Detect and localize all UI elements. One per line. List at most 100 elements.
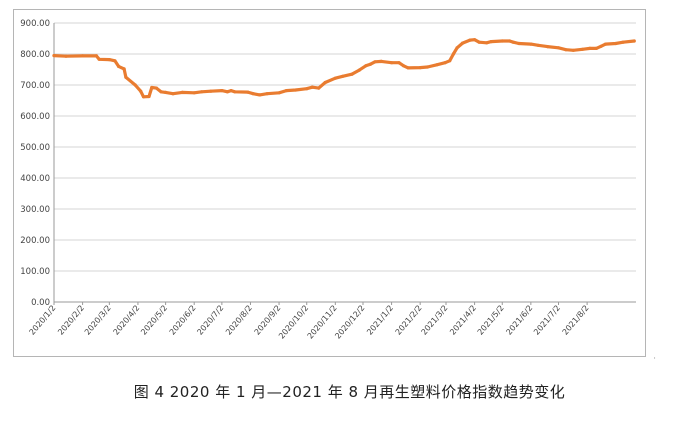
data-point — [529, 42, 533, 46]
data-point — [379, 59, 383, 64]
data-point — [357, 68, 361, 72]
data-point — [468, 38, 472, 42]
x-tick-label: 2021/5/2 — [476, 304, 506, 337]
data-point — [341, 74, 345, 78]
y-tick-label: 600.00 — [20, 112, 50, 122]
data-point — [107, 58, 111, 62]
x-tick-label: 2020/8/2 — [224, 304, 254, 337]
data-point — [294, 88, 298, 92]
data-point — [147, 94, 151, 99]
data-point — [594, 46, 598, 51]
data-point — [614, 41, 618, 46]
y-tick-label: 700.00 — [20, 81, 50, 91]
data-point — [52, 54, 56, 58]
data-point — [209, 89, 213, 93]
data-point — [97, 57, 101, 61]
resize-grip-icon: ⠂ — [653, 355, 659, 363]
data-point — [284, 89, 288, 93]
x-tick-label: 2020/6/2 — [168, 304, 198, 337]
data-point — [489, 40, 493, 44]
data-point — [536, 43, 540, 47]
y-tick-label: 500.00 — [20, 143, 50, 153]
data-point — [556, 46, 561, 50]
data-point — [117, 64, 121, 68]
y-tick-label: 200.00 — [20, 236, 50, 246]
data-point — [233, 90, 237, 94]
data-point — [350, 72, 354, 76]
data-point — [406, 66, 410, 70]
data-point — [159, 90, 163, 94]
data-point — [94, 54, 98, 58]
data-point — [402, 64, 406, 68]
data-point — [258, 93, 262, 97]
data-point — [229, 89, 233, 93]
data-point — [180, 90, 184, 94]
y-tick-label: 0.00 — [31, 298, 50, 308]
data-point — [473, 38, 477, 42]
data-point — [580, 47, 585, 51]
data-point — [448, 59, 452, 63]
x-tick-label: 2021/4/2 — [448, 304, 478, 337]
x-tick-label: 2020/4/2 — [111, 304, 141, 337]
data-point — [305, 87, 309, 91]
x-tick-label: 2020/2/2 — [56, 304, 86, 337]
x-tick-label: 2021/3/2 — [420, 304, 450, 337]
chart-frame: 0.00 100.00 200.00 300.00 400.00 500.00 600.00… — [13, 9, 658, 363]
data-point — [588, 46, 592, 51]
data-point — [220, 89, 224, 93]
data-point — [632, 39, 636, 43]
data-point — [373, 60, 377, 64]
x-tick-labels: 2020/1/22020/2/22020/3/22020/4/22020/5/2… — [28, 304, 591, 341]
data-point — [564, 48, 568, 52]
data-point — [323, 80, 327, 85]
data-point — [621, 40, 625, 44]
data-point — [113, 59, 117, 63]
data-point — [477, 40, 481, 44]
data-point — [517, 41, 521, 46]
y-tick-labels: 0.00 100.00 200.00 300.00 400.00 500.00 600.00… — [20, 19, 50, 308]
x-tick-label: 2020/1/2 — [28, 304, 58, 337]
data-point — [139, 89, 143, 93]
y-tick-label: 100.00 — [20, 267, 50, 277]
data-point — [435, 63, 439, 67]
data-point — [251, 92, 255, 96]
axes — [53, 23, 636, 305]
x-tick-label: 2021/1/2 — [365, 304, 395, 337]
data-point — [511, 40, 515, 44]
series-line-0 — [52, 38, 636, 99]
data-point — [485, 41, 489, 45]
data-point — [545, 45, 550, 49]
x-tick-label: 2020/9/2 — [253, 304, 283, 337]
data-point — [192, 91, 196, 95]
y-tick-label: 800.00 — [20, 50, 50, 60]
data-point — [265, 92, 269, 96]
gridlines — [54, 22, 636, 272]
data-point — [500, 39, 504, 43]
data-point — [141, 95, 146, 99]
data-point — [443, 61, 447, 65]
data-point — [368, 62, 372, 66]
data-point — [397, 61, 401, 65]
data-point — [200, 90, 204, 94]
data-point — [150, 85, 154, 90]
data-point — [390, 61, 394, 65]
x-tick-label: 2020/7/2 — [195, 304, 225, 337]
data-point — [164, 90, 168, 94]
y-tick-label: 300.00 — [20, 205, 50, 215]
data-point — [225, 90, 229, 94]
data-point — [571, 48, 575, 52]
data-point — [418, 66, 422, 70]
x-tick-label: 2021/7/2 — [532, 304, 562, 337]
data-point — [64, 54, 68, 58]
data-point — [133, 83, 137, 87]
data-point — [508, 39, 512, 43]
data-point — [124, 75, 128, 79]
data-point — [171, 92, 175, 96]
x-tick-label: 2020/5/2 — [139, 304, 169, 337]
data-point — [364, 64, 368, 68]
data-point — [461, 41, 465, 45]
data-point — [317, 86, 321, 90]
data-point — [604, 42, 608, 46]
data-point — [122, 67, 126, 71]
y-tick-label: 900.00 — [20, 19, 50, 29]
